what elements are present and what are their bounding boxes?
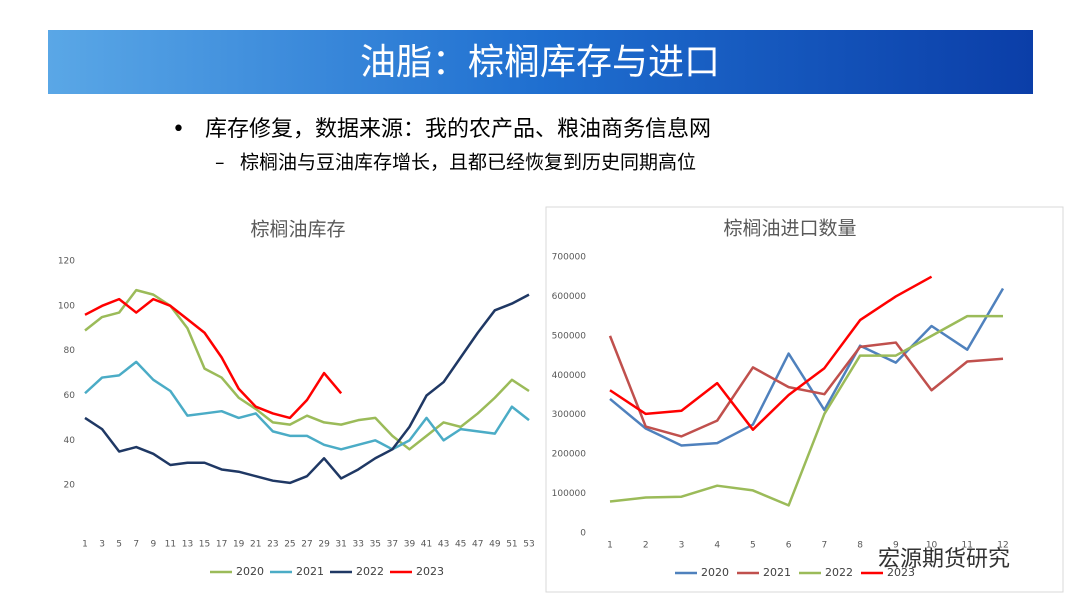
x-tick-label: 27: [301, 540, 312, 550]
bullet-dot: •: [172, 117, 185, 142]
series-line: [608, 335, 1004, 438]
y-tick-label: 500000: [552, 331, 587, 341]
x-tick-label: 11: [962, 541, 973, 551]
x-tick-label: 8: [857, 541, 863, 551]
legend-label: 2020: [701, 566, 729, 579]
x-tick-label: 31: [335, 540, 346, 550]
x-tick-label: 33: [353, 540, 364, 550]
x-tick-label: 3: [679, 541, 685, 551]
x-tick-label: 35: [370, 540, 381, 550]
x-tick-label: 45: [455, 540, 466, 550]
x-tick-label: 53: [523, 540, 534, 550]
y-tick-label: 200000: [552, 450, 587, 460]
x-tick-label: 47: [472, 540, 483, 550]
y-tick-label: 20: [64, 481, 76, 491]
x-tick-label: 37: [387, 540, 398, 550]
y-tick-label: 80: [64, 346, 76, 356]
x-tick-label: 13: [182, 540, 193, 550]
legend-label: 2022: [356, 565, 384, 578]
x-tick-label: 9: [893, 541, 899, 551]
y-tick-label: 400000: [552, 371, 587, 381]
series-line: [609, 275, 933, 431]
x-tick-label: 11: [165, 540, 176, 550]
legend-label: 2020: [236, 565, 264, 578]
sub-bullet: 棕榈油与豆油库存增长，且都已经恢复到历史同期高位: [240, 152, 696, 174]
series-line: [609, 287, 1005, 447]
x-tick-label: 41: [421, 540, 432, 550]
series-line: [84, 360, 530, 451]
y-tick-label: 60: [64, 391, 76, 401]
x-tick-label: 2: [643, 541, 649, 551]
x-tick-label: 23: [267, 540, 278, 550]
series-line: [609, 314, 1003, 507]
x-tick-label: 12: [997, 541, 1008, 551]
x-tick-label: 5: [116, 540, 122, 550]
y-tick-label: 40: [64, 436, 76, 446]
legend-label: 2023: [416, 565, 444, 578]
x-tick-label: 9: [150, 540, 156, 550]
x-tick-label: 51: [506, 540, 517, 550]
x-tick-label: 21: [250, 540, 261, 550]
x-tick-label: 19: [233, 540, 245, 550]
x-tick-label: 1: [82, 540, 88, 550]
watermark: 宏源期货研究: [878, 547, 1010, 572]
x-tick-label: 49: [489, 540, 501, 550]
sub-bullet-dash: –: [215, 152, 225, 174]
x-tick-label: 39: [404, 540, 416, 550]
x-tick-label: 3: [99, 540, 105, 550]
x-tick-label: 25: [284, 540, 295, 550]
x-tick-label: 6: [786, 541, 792, 551]
legend-label: 2021: [296, 565, 324, 578]
x-tick-label: 10: [926, 541, 938, 551]
x-tick-label: 7: [133, 540, 139, 550]
x-tick-label: 15: [199, 540, 210, 550]
y-tick-label: 700000: [552, 253, 587, 263]
legend-label: 2021: [763, 566, 791, 579]
chart-title: 棕榈油进口数量: [723, 218, 856, 240]
y-tick-label: 300000: [552, 410, 587, 420]
y-tick-label: 100: [58, 301, 75, 311]
x-tick-label: 29: [318, 540, 330, 550]
title-banner: [48, 30, 1033, 94]
chart-border: [545, 206, 1064, 593]
series-line: [84, 293, 530, 485]
y-tick-label: 100000: [552, 489, 587, 499]
x-tick-label: 43: [438, 540, 449, 550]
chart-title: 棕榈油库存: [250, 219, 345, 241]
x-tick-label: 1: [607, 541, 613, 551]
series-line: [84, 297, 343, 420]
legend-label: 2023: [887, 566, 915, 579]
x-tick-label: 7: [821, 541, 827, 551]
x-tick-label: 17: [216, 540, 227, 550]
legend-label: 2022: [825, 566, 853, 579]
x-tick-label: 4: [714, 541, 720, 551]
slide-title: 油脂：棕榈库存与进口: [360, 42, 720, 83]
x-tick-label: 5: [750, 541, 756, 551]
y-tick-label: 600000: [552, 292, 587, 302]
y-tick-label: 0: [580, 529, 586, 539]
series-line: [84, 288, 530, 451]
y-tick-label: 120: [58, 257, 75, 267]
bullet: 库存修复，数据来源：我的农产品、粮油商务信息网: [205, 117, 711, 142]
